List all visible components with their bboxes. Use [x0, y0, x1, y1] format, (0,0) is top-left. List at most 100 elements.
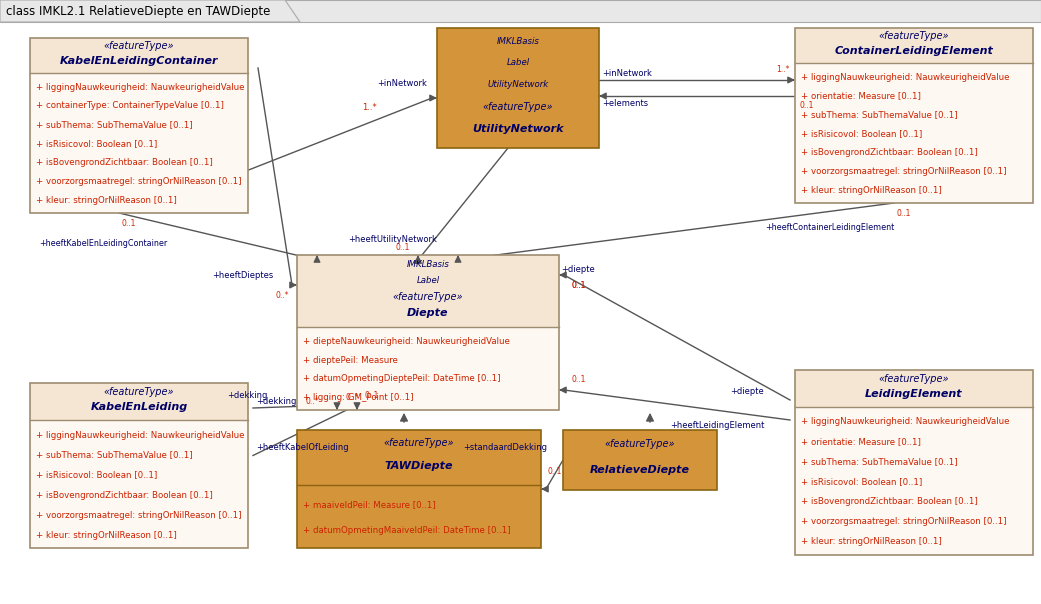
Text: + subThema: SubThemaValue [0..1]: + subThema: SubThemaValue [0..1]	[801, 111, 958, 120]
Text: UtilityNetwork: UtilityNetwork	[473, 124, 564, 135]
Text: «featureType»: «featureType»	[104, 41, 174, 51]
Text: + kleur: stringOrNilReason [0..1]: + kleur: stringOrNilReason [0..1]	[36, 196, 177, 205]
Bar	[795, 407, 1033, 555]
Text: + kleur: stringOrNilReason [0..1]: + kleur: stringOrNilReason [0..1]	[36, 530, 177, 539]
Text: +dekking: +dekking	[256, 396, 297, 405]
Bar	[30, 38, 248, 213]
Text: 0..*: 0..*	[346, 393, 359, 402]
Text: 1..*: 1..*	[777, 65, 790, 74]
Text: +heeftUtilityNetwork: +heeftUtilityNetwork	[348, 236, 437, 245]
Text: UtilityNetwork: UtilityNetwork	[487, 80, 549, 89]
Bar	[795, 63, 1033, 203]
Polygon shape	[0, 0, 300, 22]
Text: 0..1: 0..1	[799, 101, 814, 111]
Bar	[30, 73, 248, 213]
Text: class IMKL2.1 RelatieveDiepte en TAWDiepte: class IMKL2.1 RelatieveDiepte en TAWDiep…	[6, 4, 271, 18]
Text: 0..1: 0..1	[896, 208, 911, 217]
Text: 0..*: 0..*	[275, 291, 288, 300]
Text: «featureType»: «featureType»	[384, 438, 454, 448]
Text: +diepte: +diepte	[561, 266, 594, 274]
Text: KabelEnLeiding: KabelEnLeiding	[91, 402, 187, 413]
Bar	[795, 370, 1033, 555]
Text: 0..1: 0..1	[122, 219, 136, 228]
Text: + kleur: stringOrNilReason [0..1]: + kleur: stringOrNilReason [0..1]	[801, 538, 942, 547]
Text: + voorzorgsmaatregel: stringOrNilReason [0..1]: + voorzorgsmaatregel: stringOrNilReason …	[801, 518, 1007, 527]
Text: + isBovengrondZichtbaar: Boolean [0..1]: + isBovengrondZichtbaar: Boolean [0..1]	[36, 158, 212, 167]
Text: + isBovengrondZichtbaar: Boolean [0..1]: + isBovengrondZichtbaar: Boolean [0..1]	[801, 149, 977, 157]
Bar	[795, 28, 1033, 63]
Text: «featureType»: «featureType»	[104, 387, 174, 397]
Bar	[563, 430, 717, 490]
Text: 0..1: 0..1	[572, 376, 586, 385]
Bar	[795, 28, 1033, 203]
Bar	[30, 383, 248, 420]
Text: TAWDiepte: TAWDiepte	[385, 461, 453, 471]
Text: + datumOpmetingDieptePeil: DateTime [0..1]: + datumOpmetingDieptePeil: DateTime [0..…	[303, 374, 501, 384]
Text: +dekking: +dekking	[227, 391, 268, 399]
Text: + isRisicovol: Boolean [0..1]: + isRisicovol: Boolean [0..1]	[36, 471, 157, 480]
Text: + voorzorgsmaatregel: stringOrNilReason [0..1]: + voorzorgsmaatregel: stringOrNilReason …	[36, 510, 242, 519]
Text: +standaardDekking: +standaardDekking	[463, 443, 547, 452]
Text: + subThema: SubThemaValue [0..1]: + subThema: SubThemaValue [0..1]	[36, 451, 193, 460]
Bar	[437, 28, 599, 148]
Text: + diepteNauwkeurigheid: NauwkeurigheidValue: + diepteNauwkeurigheid: NauwkeurigheidVa…	[303, 336, 510, 345]
Text: 0..1: 0..1	[396, 242, 410, 251]
Bar	[795, 370, 1033, 407]
Text: + orientatie: Measure [0..1]: + orientatie: Measure [0..1]	[801, 91, 921, 100]
Text: + subThema: SubThemaValue [0..1]: + subThema: SubThemaValue [0..1]	[801, 457, 958, 466]
Text: + isRisicovol: Boolean [0..1]: + isRisicovol: Boolean [0..1]	[36, 140, 157, 149]
Text: LeidingElement: LeidingElement	[865, 390, 963, 399]
Text: + kleur: stringOrNilReason [0..1]: + kleur: stringOrNilReason [0..1]	[801, 186, 942, 195]
Text: + voorzorgsmaatregel: stringOrNilReason [0..1]: + voorzorgsmaatregel: stringOrNilReason …	[801, 167, 1007, 176]
Text: +heeftKabelEnLeidingContainer: +heeftKabelEnLeidingContainer	[39, 239, 168, 248]
Text: «featureType»: «featureType»	[605, 439, 676, 449]
Bar	[0, 0, 1041, 22]
Text: 1..*: 1..*	[361, 103, 377, 112]
Bar	[30, 420, 248, 548]
Text: + liggingNauwkeurigheid: NauwkeurigheidValue: + liggingNauwkeurigheid: NauwkeurigheidV…	[36, 431, 245, 440]
Text: + ligging: GM_Point [0..1]: + ligging: GM_Point [0..1]	[303, 393, 413, 402]
Text: IMKLBasis: IMKLBasis	[497, 37, 539, 45]
Text: «featureType»: «featureType»	[483, 101, 553, 112]
Text: + isBovengrondZichtbaar: Boolean [0..1]: + isBovengrondZichtbaar: Boolean [0..1]	[801, 498, 977, 506]
Text: ContainerLeidingElement: ContainerLeidingElement	[835, 46, 993, 56]
Text: +heeftContainerLeidingElement: +heeftContainerLeidingElement	[765, 223, 894, 233]
Text: «featureType»: «featureType»	[879, 31, 949, 41]
Bar	[297, 255, 559, 410]
Bar	[30, 383, 248, 548]
Text: + maaiveldPeil: Measure [0..1]: + maaiveldPeil: Measure [0..1]	[303, 500, 436, 509]
Text: 0..1: 0..1	[548, 467, 562, 477]
Text: + liggingNauwkeurigheid: NauwkeurigheidValue: + liggingNauwkeurigheid: NauwkeurigheidV…	[801, 72, 1010, 82]
Text: +elements: +elements	[602, 100, 649, 109]
Text: + containerType: ContainerTypeValue [0..1]: + containerType: ContainerTypeValue [0..…	[36, 101, 224, 111]
Text: + isRisicovol: Boolean [0..1]: + isRisicovol: Boolean [0..1]	[801, 477, 922, 486]
Bar	[297, 430, 541, 485]
Text: IMKLBasis: IMKLBasis	[407, 260, 450, 269]
Text: 0..1: 0..1	[364, 391, 379, 399]
Bar	[297, 327, 559, 410]
Bar	[297, 430, 541, 548]
Text: 0..1: 0..1	[572, 280, 586, 289]
Text: RelatieveDiepte: RelatieveDiepte	[590, 464, 690, 475]
Text: + dieptePeil: Measure: + dieptePeil: Measure	[303, 356, 398, 365]
Text: «featureType»: «featureType»	[392, 292, 463, 301]
Text: «featureType»: «featureType»	[879, 374, 949, 384]
Text: Label: Label	[416, 276, 439, 285]
Text: + liggingNauwkeurigheid: NauwkeurigheidValue: + liggingNauwkeurigheid: NauwkeurigheidV…	[801, 417, 1010, 426]
Text: + subThema: SubThemaValue [0..1]: + subThema: SubThemaValue [0..1]	[36, 120, 193, 129]
Text: +inNetwork: +inNetwork	[602, 68, 652, 77]
Text: + isRisicovol: Boolean [0..1]: + isRisicovol: Boolean [0..1]	[801, 129, 922, 138]
Text: KabelEnLeidingContainer: KabelEnLeidingContainer	[59, 56, 219, 66]
Text: 0..*: 0..*	[305, 397, 319, 406]
Bar	[437, 28, 599, 148]
Bar	[297, 485, 541, 548]
Text: +heeftLeidingElement: +heeftLeidingElement	[670, 420, 764, 429]
Text: Diepte: Diepte	[407, 309, 449, 318]
Text: + voorzorgsmaatregel: stringOrNilReason [0..1]: + voorzorgsmaatregel: stringOrNilReason …	[36, 177, 242, 186]
Bar	[563, 430, 717, 490]
Text: +diepte: +diepte	[730, 388, 764, 396]
Text: +inNetwork: +inNetwork	[377, 79, 427, 88]
Text: +heeftDieptes: +heeftDieptes	[212, 271, 273, 280]
Text: +heeftKabelOfLeiding: +heeftKabelOfLeiding	[256, 443, 349, 452]
Text: 0..1: 0..1	[572, 280, 586, 289]
